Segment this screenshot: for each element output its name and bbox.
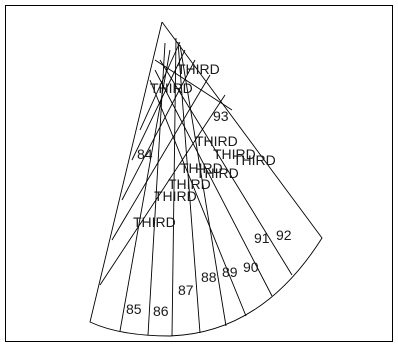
fan-line (159, 59, 293, 276)
third-label: THIRD (196, 165, 239, 181)
region-label: 86 (153, 303, 169, 319)
fan-outline (89, 21, 323, 337)
cross-line (99, 94, 226, 286)
third-label: THIRD (180, 160, 223, 176)
fan-line (149, 79, 247, 317)
region-label: 88 (201, 269, 217, 285)
region-label: 84 (137, 146, 153, 162)
region-label: 90 (243, 259, 259, 275)
diagram-frame (5, 5, 393, 342)
cross-line (154, 59, 233, 111)
third-label: THIRD (150, 80, 193, 96)
fan-line (179, 44, 227, 327)
third-label: THIRD (233, 152, 276, 168)
region-label: 87 (178, 282, 194, 298)
diagram-labels: 84 85 86 87 88 89 90 91 92 93 THIRD THIR… (126, 61, 292, 319)
cross-line (121, 59, 196, 201)
third-label: THIRD (133, 214, 176, 230)
cross-line (131, 49, 186, 161)
region-label: 93 (213, 108, 229, 124)
fan-line (154, 69, 273, 297)
region-label: 89 (222, 264, 238, 280)
fan-line (171, 37, 177, 337)
region-label: 85 (126, 301, 142, 317)
cross-line (139, 41, 181, 131)
cross-line (111, 74, 211, 241)
third-label: THIRD (168, 176, 211, 192)
third-label: THIRD (154, 188, 197, 204)
fan-line (147, 42, 166, 336)
region-label: 91 (254, 230, 270, 246)
region-label: 92 (276, 227, 292, 243)
fan-line (177, 41, 201, 334)
fan-lines (89, 21, 323, 337)
third-label: THIRD (195, 133, 238, 149)
third-label: THIRD (177, 61, 220, 77)
third-label: THIRD (213, 146, 256, 162)
